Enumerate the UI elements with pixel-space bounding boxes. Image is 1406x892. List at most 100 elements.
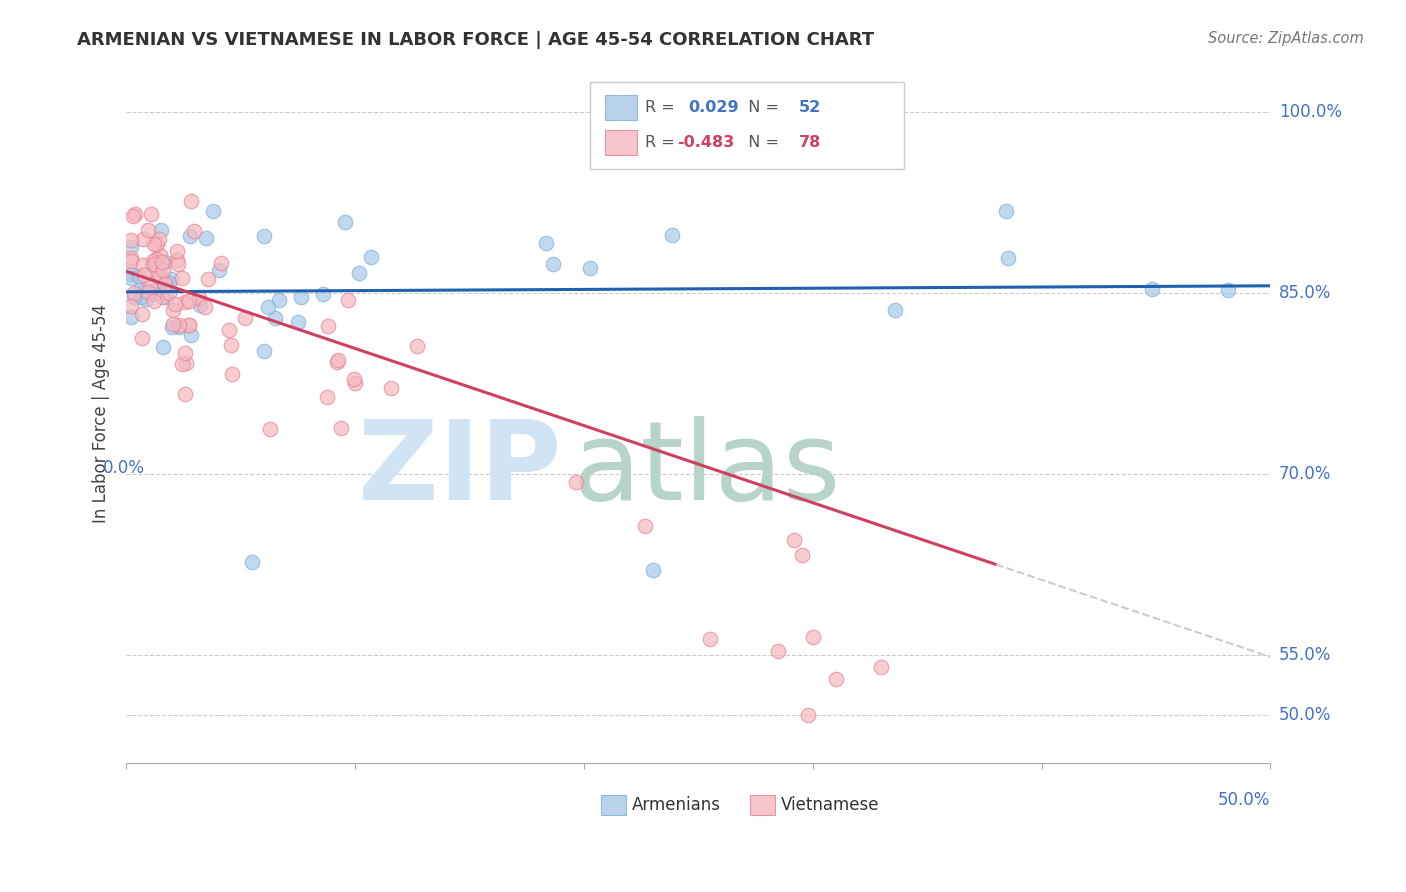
- Point: [240, 555, 263, 569]
- Point: [160, 319, 183, 334]
- Point: [174, 387, 197, 401]
- Point: [131, 331, 153, 345]
- Point: [326, 352, 349, 367]
- Point: [797, 707, 820, 722]
- Point: [287, 315, 309, 329]
- Point: [565, 475, 588, 490]
- Point: [180, 328, 202, 343]
- Point: [152, 263, 174, 277]
- Point: [269, 293, 291, 307]
- Point: [264, 311, 287, 326]
- Point: [120, 271, 142, 285]
- Point: [142, 283, 165, 297]
- Point: [536, 236, 558, 251]
- Point: [997, 251, 1019, 265]
- Point: [134, 285, 156, 299]
- Point: [148, 232, 170, 246]
- Text: 55.0%: 55.0%: [1279, 646, 1331, 664]
- Point: [699, 632, 721, 646]
- Point: [187, 291, 209, 305]
- Text: -0.483: -0.483: [676, 136, 734, 151]
- Point: [141, 258, 163, 272]
- Bar: [602, 795, 626, 815]
- Point: [155, 290, 177, 304]
- Point: [124, 289, 146, 303]
- Point: [173, 346, 195, 360]
- Point: [201, 204, 224, 219]
- Point: [145, 252, 167, 266]
- Text: Source: ZipAtlas.com: Source: ZipAtlas.com: [1208, 31, 1364, 46]
- Point: [129, 290, 152, 304]
- Point: [131, 307, 153, 321]
- Point: [136, 223, 159, 237]
- Point: [169, 318, 191, 333]
- Point: [194, 231, 217, 245]
- Point: [252, 229, 274, 244]
- Text: 70.0%: 70.0%: [1279, 465, 1331, 483]
- Text: R =: R =: [644, 136, 679, 151]
- Text: 52: 52: [799, 100, 821, 115]
- Point: [257, 300, 280, 314]
- Point: [120, 240, 142, 254]
- Point: [221, 367, 243, 381]
- Point: [183, 224, 205, 238]
- Point: [173, 295, 195, 310]
- Point: [197, 271, 219, 285]
- Point: [170, 270, 193, 285]
- Point: [1216, 283, 1239, 297]
- Point: [155, 277, 177, 291]
- Text: Vietnamese: Vietnamese: [780, 796, 879, 814]
- Point: [146, 236, 169, 251]
- Point: [166, 244, 188, 259]
- Point: [218, 323, 240, 337]
- Point: [129, 284, 152, 298]
- Point: [135, 293, 157, 307]
- Point: [159, 272, 181, 286]
- Point: [150, 287, 173, 301]
- Point: [768, 644, 790, 658]
- Point: [543, 257, 565, 271]
- Point: [132, 268, 155, 283]
- Point: [128, 268, 150, 283]
- Point: [149, 268, 172, 282]
- Point: [120, 251, 142, 265]
- Text: 0.0%: 0.0%: [103, 459, 145, 477]
- Bar: [605, 95, 637, 120]
- Bar: [749, 795, 775, 815]
- Point: [360, 250, 382, 264]
- Point: [783, 533, 806, 547]
- Point: [824, 672, 846, 686]
- Bar: [605, 130, 637, 155]
- Point: [148, 271, 170, 285]
- Point: [661, 228, 683, 243]
- Text: 50.0%: 50.0%: [1279, 706, 1331, 723]
- Point: [166, 252, 188, 267]
- Point: [180, 194, 202, 208]
- Point: [139, 280, 162, 294]
- Point: [790, 548, 813, 562]
- Point: [120, 254, 142, 268]
- Point: [165, 297, 187, 311]
- Point: [157, 277, 180, 291]
- Point: [311, 286, 333, 301]
- Point: [120, 267, 142, 281]
- Point: [162, 317, 184, 331]
- Text: N =: N =: [738, 136, 785, 151]
- Point: [219, 338, 242, 352]
- Text: Armenians: Armenians: [633, 796, 721, 814]
- Point: [634, 519, 657, 533]
- Point: [406, 339, 429, 353]
- Point: [122, 286, 145, 301]
- Point: [233, 311, 256, 326]
- Point: [142, 257, 165, 271]
- FancyBboxPatch shape: [589, 81, 904, 169]
- Point: [153, 255, 176, 269]
- Point: [641, 563, 664, 577]
- Text: 78: 78: [799, 136, 821, 151]
- Point: [122, 209, 145, 223]
- Text: N =: N =: [738, 100, 785, 115]
- Point: [172, 357, 194, 371]
- Point: [343, 372, 366, 386]
- Point: [329, 421, 352, 435]
- Text: R =: R =: [644, 100, 679, 115]
